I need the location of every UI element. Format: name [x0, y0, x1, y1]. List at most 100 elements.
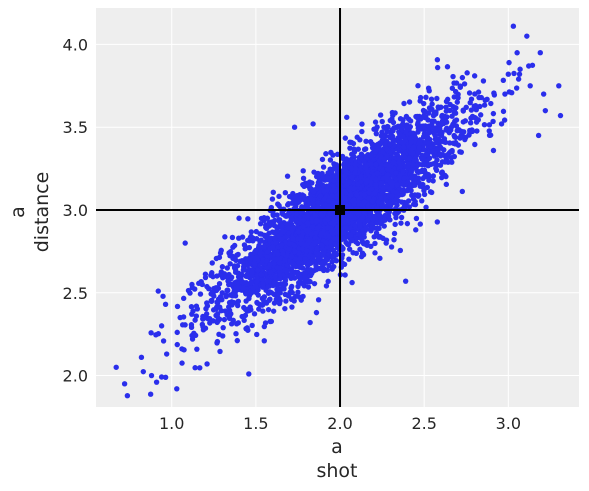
data-point [227, 292, 234, 298]
data-point [124, 393, 131, 399]
data-point [302, 273, 309, 279]
data-point [225, 278, 231, 284]
data-point [417, 98, 423, 104]
data-point [307, 260, 314, 266]
data-point [192, 332, 199, 339]
data-point [302, 256, 308, 262]
data-point [529, 62, 536, 68]
data-point [326, 233, 332, 239]
data-point [462, 118, 469, 124]
data-point [216, 254, 223, 261]
data-point [393, 170, 399, 176]
data-point [447, 101, 453, 108]
data-point [162, 301, 169, 307]
data-point [449, 159, 455, 165]
data-point [153, 379, 160, 385]
data-point [426, 130, 432, 136]
data-point [361, 159, 367, 165]
data-point [284, 221, 291, 227]
data-point [272, 217, 278, 224]
data-point [406, 155, 413, 162]
data-point [289, 253, 295, 260]
data-point [331, 220, 337, 227]
data-point [230, 317, 236, 323]
data-point [420, 123, 427, 129]
data-point [449, 113, 455, 119]
data-point [282, 257, 288, 263]
data-point [353, 250, 359, 257]
data-point [254, 331, 260, 338]
data-point [148, 372, 155, 379]
data-point [514, 50, 520, 56]
data-point [429, 106, 435, 112]
data-point [222, 234, 228, 240]
data-point [473, 119, 480, 125]
data-point [352, 170, 358, 176]
data-point [342, 163, 348, 169]
data-point [394, 182, 400, 188]
data-point [501, 117, 508, 123]
data-point [194, 346, 200, 352]
data-point [308, 231, 314, 237]
data-point [379, 118, 385, 125]
data-point [353, 239, 359, 245]
data-point [307, 186, 313, 192]
data-point [395, 192, 402, 199]
data-point [420, 107, 427, 114]
data-point [490, 147, 497, 154]
data-point [300, 293, 306, 300]
data-point [400, 117, 406, 123]
data-point [160, 338, 167, 344]
data-point [442, 158, 448, 165]
data-point [296, 280, 302, 286]
data-point [376, 158, 382, 165]
data-point [319, 156, 326, 163]
data-point [208, 298, 215, 304]
data-point [203, 311, 210, 317]
data-point [243, 289, 250, 295]
data-point [235, 320, 242, 326]
data-point [556, 83, 562, 89]
data-point [421, 187, 427, 194]
data-point [431, 153, 438, 159]
data-point [247, 256, 253, 263]
data-point [410, 150, 416, 156]
data-point [340, 236, 346, 242]
data-point [274, 212, 280, 218]
data-point [265, 283, 271, 290]
data-point [397, 164, 403, 170]
data-point [450, 73, 456, 80]
data-point [292, 248, 298, 255]
x-tick-label: 2.5 [411, 414, 436, 433]
data-point [261, 294, 268, 300]
data-point [306, 227, 312, 233]
data-point [397, 131, 403, 138]
data-point [214, 311, 221, 317]
data-point [469, 127, 475, 133]
data-point [405, 198, 412, 204]
data-point [373, 130, 379, 137]
data-point [417, 183, 423, 189]
data-point [344, 241, 351, 248]
data-point [223, 293, 229, 300]
data-point [294, 273, 301, 280]
data-point [410, 201, 417, 207]
data-point [542, 107, 549, 114]
data-point [368, 243, 374, 249]
data-point [210, 307, 217, 313]
data-point [392, 221, 398, 228]
data-point [334, 228, 341, 235]
data-point [262, 320, 269, 326]
data-point [505, 71, 512, 77]
data-point [272, 236, 278, 242]
data-point [387, 217, 393, 223]
data-point [517, 66, 523, 72]
y-tick-label: 4.0 [63, 35, 88, 54]
data-point [174, 303, 181, 310]
data-point [306, 278, 313, 285]
data-point [375, 141, 381, 147]
data-point [254, 279, 260, 285]
data-point [417, 221, 423, 227]
data-point [393, 151, 400, 157]
data-point [383, 240, 389, 246]
